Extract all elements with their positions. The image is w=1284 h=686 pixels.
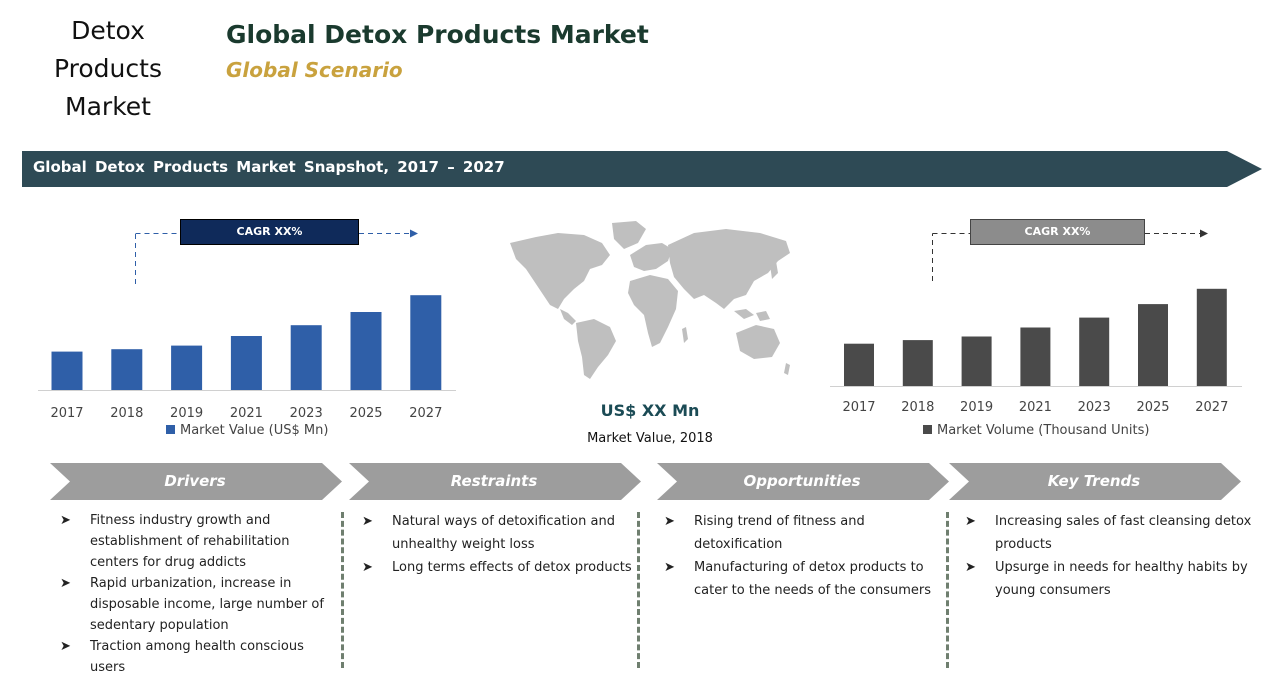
bar-2018: [111, 349, 143, 390]
opportunities-list: ➤ Rising trend of fitness and detoxificat…: [664, 510, 934, 602]
legend-market-value: Market Value (US$ Mn): [166, 423, 328, 438]
snapshot-title: Global Detox Products Market Snapshot, 2…: [33, 158, 505, 176]
section-title-opportunities: Opportunities: [743, 472, 861, 490]
cagr-badge-value: CAGR XX%: [180, 219, 359, 245]
chevron-opportunities: [657, 463, 949, 500]
bar-2021: [230, 336, 262, 390]
tick-label-2025: 2025: [349, 406, 382, 421]
tick-label-2021: 2021: [1019, 400, 1052, 415]
restraints-list: ➤ Natural ways of detoxification and unhe…: [362, 510, 632, 579]
list-item-text: Rising trend of fitness and detoxificati…: [694, 514, 865, 552]
tick-label-2018: 2018: [110, 406, 143, 421]
arrow-bullet-icon: ➤: [60, 576, 71, 591]
arrow-bullet-icon: ➤: [664, 560, 675, 575]
drivers-list: ➤ Fitness industry growth and establishme…: [60, 510, 330, 678]
legend-swatch: [923, 425, 932, 434]
page-subtitle: Global Scenario: [226, 58, 403, 82]
market-value-figure: US$ XX Mn: [600, 401, 700, 420]
legend-market-volume: Market Volume (Thousand Units): [923, 423, 1149, 438]
arrow-bullet-icon: ➤: [362, 560, 373, 575]
key-trends-list: ➤ Increasing sales of fast cleansing deto…: [965, 510, 1255, 602]
list-item-text: Rapid urbanization, increase in disposab…: [90, 576, 324, 633]
arrow-bullet-icon: ➤: [664, 514, 675, 529]
list-item: ➤ Long terms effects of detox products: [362, 556, 632, 579]
list-item: ➤ Increasing sales of fast cleansing deto…: [965, 510, 1255, 556]
page-title: Global Detox Products Market: [226, 20, 649, 49]
tick-label-2021: 2021: [230, 406, 263, 421]
bar-2023: [1079, 317, 1110, 386]
chevron-drivers: [50, 463, 342, 500]
legend-swatch: [166, 425, 175, 434]
arrow-bullet-icon: ➤: [60, 513, 71, 528]
chevron-restraints: [349, 463, 641, 500]
bar-2025: [1138, 304, 1168, 386]
list-item-text: Long terms effects of detox products: [392, 560, 632, 575]
bar-2019: [171, 345, 203, 390]
bar-2025: [350, 312, 382, 390]
list-item-text: Natural ways of detoxification and unhea…: [392, 514, 615, 552]
column-divider: [341, 512, 344, 668]
arrow-bullet-icon: ➤: [965, 514, 976, 529]
side-title-line: Market: [65, 92, 151, 121]
list-item: ➤ Traction among health conscious users: [60, 636, 330, 678]
section-title-key-trends: Key Trends: [1047, 472, 1141, 490]
list-item-text: Manufacturing of detox products to cater…: [694, 560, 931, 598]
cagr-arrow-left: [135, 229, 418, 284]
market-volume-bar-chart: 2017 2018 2019 2021 2023 2025 2027: [830, 288, 1242, 415]
legend-label: Market Volume (Thousand Units): [937, 423, 1150, 438]
arrow-bullet-icon: ➤: [60, 639, 71, 654]
market-value-caption: Market Value, 2018: [587, 431, 713, 446]
tick-label-2023: 2023: [1078, 400, 1111, 415]
list-item-text: Increasing sales of fast cleansing detox…: [995, 514, 1252, 552]
side-title-line: Products: [54, 54, 162, 83]
list-item: ➤ Rising trend of fitness and detoxificat…: [664, 510, 934, 556]
list-item: ➤ Fitness industry growth and establishme…: [60, 510, 330, 573]
bar-2021: [1020, 327, 1051, 386]
tick-label-2025: 2025: [1136, 400, 1169, 415]
cagr-badge-volume: CAGR XX%: [970, 219, 1145, 245]
section-title-drivers: Drivers: [164, 472, 226, 490]
side-title-line: Detox: [71, 16, 145, 45]
side-title: Detox Products Market: [40, 12, 176, 126]
chevron-key-trends: [949, 463, 1241, 500]
list-item-text: Fitness industry growth and establishmen…: [90, 513, 290, 570]
section-title-restraints: Restraints: [450, 472, 538, 490]
tick-label-2017: 2017: [842, 400, 875, 415]
list-item: ➤ Rapid urbanization, increase in disposa…: [60, 573, 330, 636]
bar-2027: [410, 295, 442, 390]
list-item: ➤ Upsurge in needs for healthy habits by …: [965, 556, 1255, 602]
bar-2027: [1196, 288, 1227, 386]
snapshot-banner: [22, 151, 1262, 187]
cagr-arrow-right: [932, 229, 1208, 281]
bar-2017: [844, 343, 874, 386]
world-map-icon: [510, 221, 790, 379]
legend-label: Market Value (US$ Mn): [180, 423, 329, 438]
tick-label-2019: 2019: [960, 400, 993, 415]
list-item: ➤ Manufacturing of detox products to cate…: [664, 556, 934, 602]
column-divider: [946, 512, 949, 668]
tick-label-2017: 2017: [50, 406, 83, 421]
bar-2018: [902, 340, 933, 386]
column-divider: [637, 512, 640, 668]
tick-label-2023: 2023: [290, 406, 323, 421]
bar-2023: [290, 325, 322, 390]
bar-2017: [51, 351, 83, 390]
arrow-bullet-icon: ➤: [362, 514, 373, 529]
tick-label-2027: 2027: [1195, 400, 1228, 415]
tick-label-2027: 2027: [409, 406, 442, 421]
bar-2019: [961, 336, 992, 386]
arrow-bullet-icon: ➤: [965, 560, 976, 575]
tick-label-2019: 2019: [170, 406, 203, 421]
list-item-text: Traction among health conscious users: [90, 639, 304, 675]
market-value-bar-chart: 2017 2018 2019 2021 2023 2025 2027: [38, 295, 456, 421]
list-item: ➤ Natural ways of detoxification and unhe…: [362, 510, 632, 556]
tick-label-2018: 2018: [901, 400, 934, 415]
list-item-text: Upsurge in needs for healthy habits by y…: [995, 560, 1248, 598]
